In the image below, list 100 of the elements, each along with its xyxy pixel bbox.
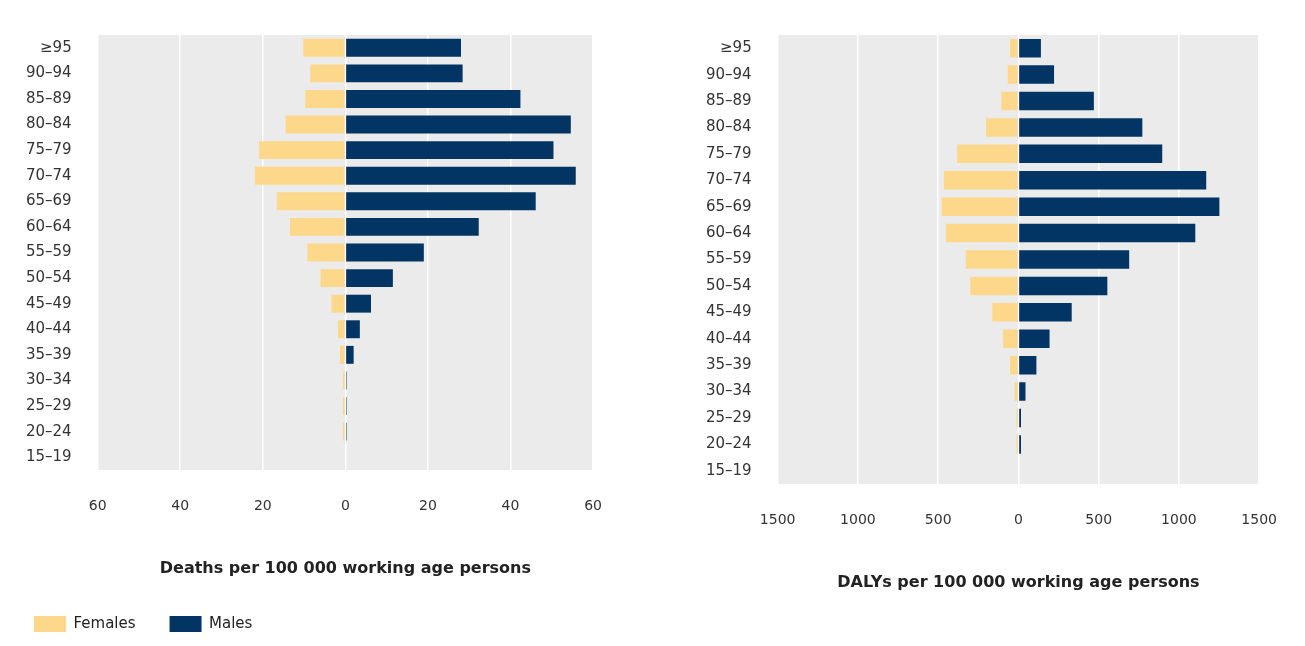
y-tick-label: 50–54 — [25, 267, 72, 286]
bar — [1019, 197, 1220, 216]
bar — [1019, 355, 1037, 375]
y-tick-label: 45–49 — [705, 302, 752, 321]
x-tick-label: 0 — [340, 497, 350, 514]
y-tick-label: 25–29 — [705, 407, 752, 426]
bar — [1019, 65, 1055, 84]
bar — [346, 38, 461, 57]
y-tick-label: ≥95 — [40, 37, 72, 56]
bar — [346, 217, 479, 236]
bar — [1019, 329, 1050, 348]
y-tick-label: 65–69 — [705, 196, 752, 215]
legend-label: Females — [73, 613, 136, 632]
bar — [346, 294, 371, 313]
x-tick-label: 500 — [1085, 511, 1113, 528]
y-tick-label: 90–94 — [25, 63, 72, 82]
x-tick-label: 60 — [88, 497, 107, 514]
y-tick-label: 90–94 — [705, 64, 752, 83]
x-tick-label: 60 — [584, 497, 603, 514]
y-tick-label: 85–89 — [705, 90, 752, 109]
x-tick-label: 1000 — [840, 511, 876, 528]
bar — [346, 141, 554, 160]
bar — [346, 243, 424, 262]
y-tick-label: 75–79 — [705, 143, 752, 162]
legend-label: Males — [209, 613, 253, 632]
y-tick-label: 15–19 — [25, 447, 72, 466]
bar — [986, 118, 1018, 137]
y-tick-label: 40–44 — [705, 328, 752, 347]
bar — [1019, 171, 1207, 190]
y-tick-label: 40–44 — [25, 319, 72, 338]
bar — [346, 90, 521, 108]
bar — [346, 345, 354, 364]
bar — [1019, 303, 1072, 322]
y-tick-label: 55–59 — [25, 242, 72, 261]
bar — [254, 166, 345, 185]
x-tick-label: 500 — [924, 511, 952, 528]
y-tick-label: 70–74 — [705, 170, 752, 189]
y-tick-label: 30–34 — [705, 381, 752, 400]
bar — [1019, 144, 1163, 164]
bar — [1010, 355, 1018, 375]
y-tick-label: 85–89 — [25, 88, 72, 107]
bar — [346, 64, 463, 83]
y-tick-label: 55–59 — [705, 249, 752, 268]
bar — [992, 303, 1018, 322]
bar — [941, 197, 1018, 216]
y-tick-label: 65–69 — [25, 191, 72, 210]
bar — [1019, 382, 1026, 401]
bar — [259, 141, 345, 160]
x-tick-label: 1500 — [759, 511, 796, 528]
bar — [1019, 276, 1108, 296]
bar — [1014, 382, 1018, 401]
bar — [965, 250, 1018, 269]
bar — [346, 320, 360, 339]
y-tick-label: 35–39 — [25, 344, 72, 363]
y-tick-label: 60–64 — [25, 216, 72, 235]
bar — [1019, 38, 1041, 58]
bar — [307, 243, 345, 262]
bar — [1003, 329, 1018, 348]
bar — [943, 171, 1018, 190]
y-tick-label: 60–64 — [705, 222, 752, 241]
bar — [305, 90, 345, 108]
y-tick-label: 45–49 — [25, 293, 72, 312]
bar — [285, 115, 345, 134]
y-tick-label: 80–84 — [705, 117, 752, 136]
bar — [346, 166, 576, 185]
bar — [1019, 223, 1196, 243]
x-axis-title: Deaths per 100 000 working age persons — [159, 557, 532, 577]
x-axis-title: DALYs per 100 000 working age persons — [837, 571, 1200, 591]
bar — [337, 320, 345, 339]
y-tick-label: 80–84 — [25, 114, 72, 133]
bar — [276, 192, 345, 211]
x-tick-label: 0 — [1013, 511, 1023, 528]
bar — [340, 345, 345, 364]
bar — [303, 38, 345, 57]
bar — [331, 294, 345, 313]
y-tick-label: 20–24 — [705, 434, 752, 453]
x-tick-label: 20 — [253, 497, 272, 514]
y-tick-label: 75–79 — [25, 140, 72, 159]
y-tick-label: 50–54 — [705, 275, 752, 294]
y-tick-label: 20–24 — [25, 421, 72, 440]
bar — [945, 223, 1018, 243]
bar — [1019, 118, 1143, 137]
bar — [1019, 91, 1094, 111]
bar — [346, 269, 393, 288]
bar — [1001, 91, 1018, 111]
x-tick-label: 40 — [501, 497, 520, 514]
y-tick-label: 70–74 — [25, 165, 72, 184]
bar — [1007, 65, 1018, 84]
x-tick-label: 1000 — [1161, 511, 1197, 528]
bar — [290, 217, 345, 236]
bar — [970, 276, 1018, 296]
x-tick-label: 20 — [419, 497, 437, 514]
y-tick-label: 25–29 — [25, 395, 72, 414]
bar — [346, 115, 571, 134]
bar — [1010, 38, 1018, 58]
y-tick-label: 15–19 — [705, 460, 752, 479]
bar — [1019, 250, 1130, 269]
y-tick-label: 30–34 — [25, 370, 72, 389]
y-tick-label: 35–39 — [705, 355, 752, 374]
bar — [957, 144, 1018, 164]
